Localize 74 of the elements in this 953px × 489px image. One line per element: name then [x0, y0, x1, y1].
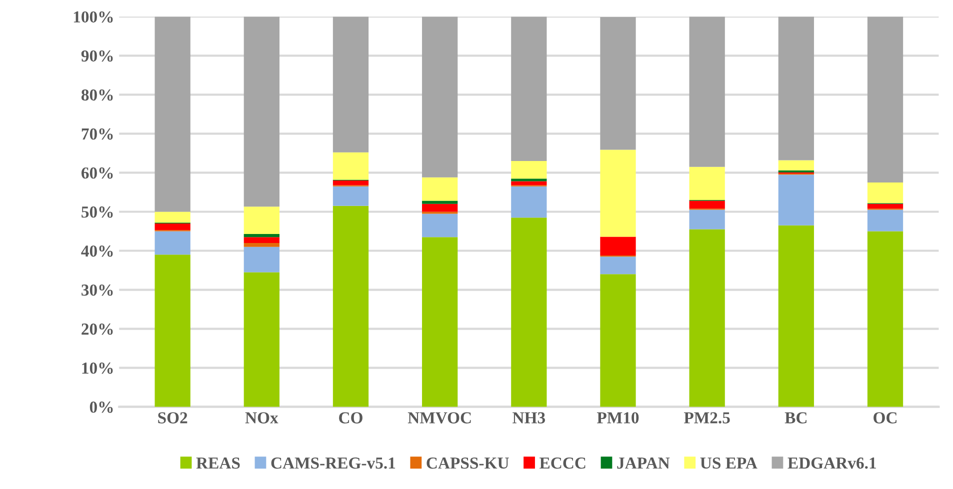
bar [511, 218, 547, 407]
y-tick-label: 70% [82, 128, 113, 140]
bar [332, 206, 369, 407]
bar [511, 161, 547, 179]
bar [244, 237, 280, 243]
bar [600, 274, 636, 407]
legend-label: REAS [196, 457, 240, 469]
x-tick-label: PM10 [596, 412, 639, 424]
bar [422, 214, 458, 238]
y-tick-label: 10% [82, 362, 113, 374]
bar [689, 210, 725, 230]
bar [422, 204, 458, 212]
bar [154, 254, 190, 407]
legend-label: JAPAN [617, 458, 670, 469]
x-tick-label: NOx [245, 412, 278, 424]
y-tick-label: 90% [81, 50, 113, 62]
legend-label: EDGARv6.1 [788, 457, 876, 469]
bar [422, 16, 458, 178]
legend-label: ECCC [540, 457, 586, 469]
x-tick-label: SO2 [158, 412, 188, 424]
bar [600, 150, 636, 237]
bar [244, 242, 280, 247]
bar [332, 180, 369, 186]
bar [867, 182, 904, 204]
x-tick-label: PM2.5 [684, 412, 730, 424]
bar [332, 186, 369, 206]
bar [332, 152, 369, 180]
bar [778, 174, 814, 226]
bar [778, 16, 814, 160]
y-tick-label: 50% [82, 206, 113, 218]
bar [511, 178, 547, 182]
y-tick-label: 60% [82, 167, 113, 179]
x-tick-label: OC [874, 412, 896, 424]
bar [867, 204, 904, 209]
bar [778, 225, 814, 407]
bar [867, 210, 904, 232]
bar [154, 223, 190, 230]
bar [689, 166, 725, 200]
bar [600, 17, 636, 150]
bar [778, 160, 814, 170]
bar [689, 16, 725, 167]
x-tick-label: BC [784, 412, 806, 424]
bar [154, 16, 190, 212]
x-tick-label: NH3 [512, 412, 546, 424]
bar [244, 272, 280, 407]
bar [244, 16, 280, 207]
bar [867, 16, 904, 182]
y-tick-label: 40% [81, 245, 113, 257]
x-tick-label: CO [339, 412, 362, 424]
bar [600, 256, 636, 274]
legend-label: US EPA [700, 457, 758, 469]
bar [154, 231, 190, 255]
bar [689, 200, 725, 209]
bar [689, 229, 725, 407]
y-tick-label: 100% [74, 11, 113, 23]
y-tick-label: 30% [82, 284, 113, 296]
bar [332, 16, 369, 152]
bar [600, 236, 636, 256]
bar [511, 16, 547, 162]
x-tick-label: NMVOC [408, 412, 471, 424]
bar [867, 231, 904, 407]
legend-label: CAPSS-KU [426, 457, 509, 469]
bar [154, 212, 190, 223]
bar [244, 206, 280, 234]
bar [511, 186, 547, 218]
bar [422, 200, 458, 204]
bar [244, 234, 280, 238]
bar [244, 246, 280, 272]
y-tick-label: 80% [81, 89, 113, 101]
y-tick-label: 0% [90, 402, 113, 413]
legend-label: CAMS-REG-v5.1 [271, 457, 396, 469]
bar [422, 177, 458, 201]
y-tick-label: 20% [82, 324, 113, 335]
bar [422, 237, 458, 407]
